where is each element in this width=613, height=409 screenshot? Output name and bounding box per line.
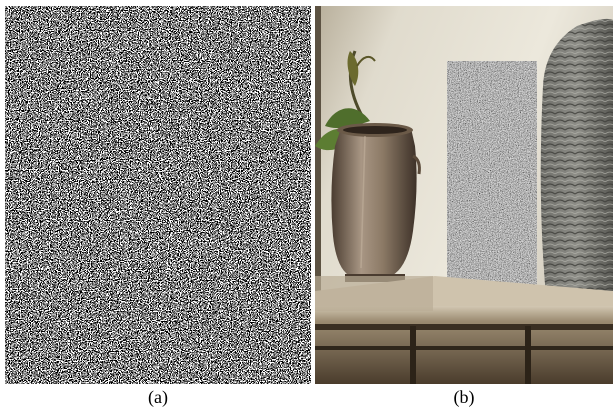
scene-photo-panel: [315, 6, 613, 384]
woven-basket: [540, 18, 613, 306]
noise-pattern-image: [5, 6, 311, 384]
wooden-shelf: [315, 276, 613, 384]
noise-pattern-panel: [5, 6, 311, 384]
caption-a: (a): [148, 387, 168, 407]
noise-screen: [447, 61, 537, 309]
scene-photo-image: [315, 6, 613, 384]
caption-b: (b): [453, 387, 475, 407]
